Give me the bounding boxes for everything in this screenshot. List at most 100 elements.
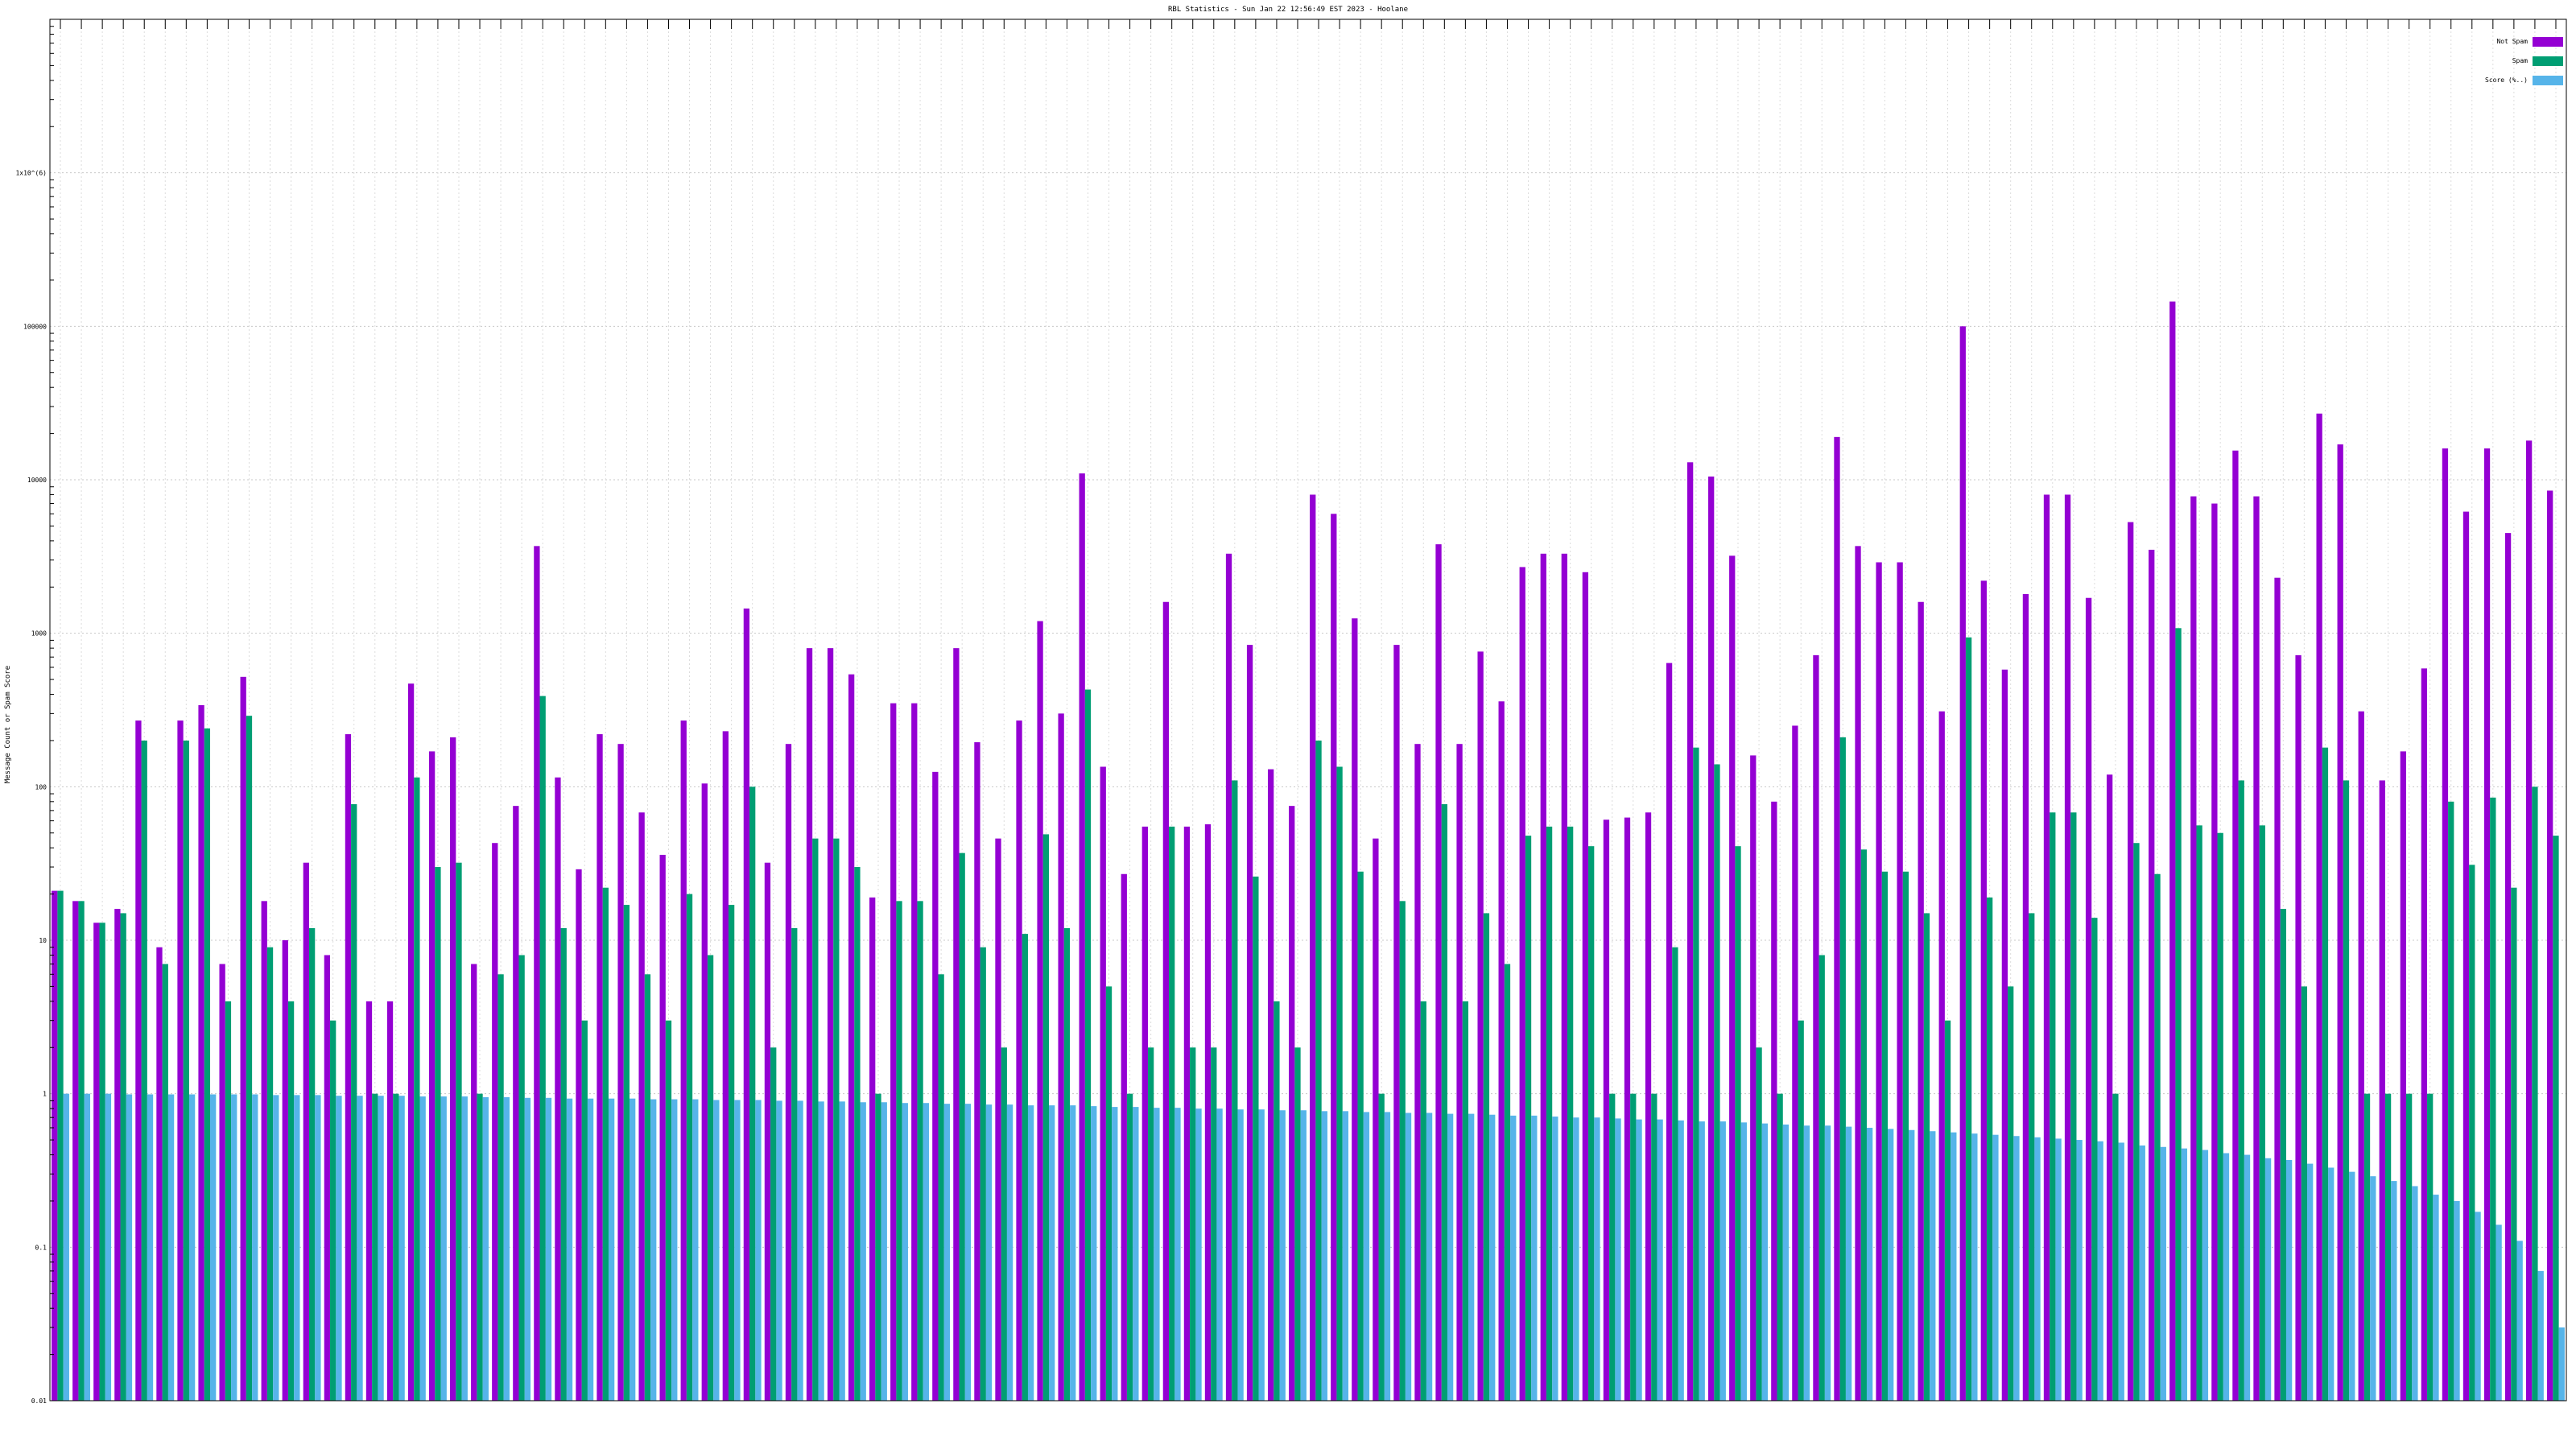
bar-score-18 [440, 1096, 447, 1401]
bar-spam-12 [308, 927, 316, 1401]
bar-score-82 [1782, 1124, 1790, 1401]
bar-score-103 [2223, 1153, 2230, 1401]
bar-spam-85 [1839, 737, 1846, 1401]
bar-score-37 [839, 1101, 845, 1401]
bar-score-63 [1384, 1112, 1391, 1401]
bar-score-81 [1761, 1123, 1769, 1401]
bar-spam-30 [686, 894, 693, 1401]
bar-score-57 [1258, 1109, 1265, 1401]
bar-not-51 [1121, 873, 1127, 1401]
bar-score-27 [630, 1098, 636, 1401]
bar-spam-40 [896, 901, 902, 1401]
bar-spam-112 [2405, 1093, 2413, 1401]
bar-spam-54 [1190, 1047, 1196, 1401]
bar-score-10 [273, 1095, 279, 1401]
bar-not-111 [2379, 780, 2385, 1401]
bar-score-76 [1657, 1119, 1663, 1401]
bar-spam-57 [1253, 876, 1259, 1401]
bar-not-65 [1414, 744, 1421, 1401]
bar-not-34 [764, 862, 771, 1401]
legend-swatch [2533, 76, 2563, 85]
y-tick-label: 1 [43, 1091, 47, 1098]
bar-not-113 [2421, 668, 2428, 1401]
bar-spam-78 [1693, 747, 1699, 1401]
bar-not-41 [911, 703, 918, 1401]
bar-spam-27 [623, 905, 630, 1401]
y-axis-label: Message Count or Spam Score [4, 666, 12, 783]
bar-score-51 [1133, 1107, 1139, 1401]
bar-spam-4 [141, 740, 147, 1401]
bar-spam-35 [791, 927, 798, 1401]
bar-score-32 [734, 1100, 741, 1401]
legend: Not Spam Spam Score (%..) [2485, 37, 2563, 85]
bar-score-114 [2454, 1200, 2460, 1401]
bar-spam-68 [1483, 913, 1490, 1401]
bar-not-100 [2149, 549, 2155, 1401]
bar-spam-13 [330, 1020, 336, 1401]
bar-spam-102 [2196, 825, 2202, 1401]
bar-not-53 [1162, 601, 1170, 1401]
bar-spam-43 [959, 852, 965, 1401]
bar-not-94 [2022, 593, 2029, 1401]
bar-score-85 [1845, 1126, 1852, 1401]
bar-spam-24 [560, 927, 567, 1401]
bar-spam-10 [266, 947, 274, 1401]
bar-not-18 [428, 751, 436, 1401]
bar-not-22 [513, 806, 519, 1401]
bar-score-29 [671, 1099, 678, 1401]
bar-score-53 [1174, 1108, 1181, 1401]
bar-spam-60 [1315, 740, 1322, 1401]
bar-spam-104 [2238, 780, 2244, 1401]
chart-title: RBL Statistics - Sun Jan 22 12:56:49 EST… [1168, 6, 1408, 14]
bar-spam-69 [1504, 964, 1511, 1401]
bar-spam-33 [749, 786, 756, 1401]
bar-score-59 [1300, 1110, 1307, 1401]
bar-not-29 [659, 854, 666, 1401]
bar-not-76 [1645, 812, 1652, 1401]
bar-not-40 [890, 703, 897, 1401]
bar-not-63 [1373, 838, 1379, 1401]
bar-score-107 [2307, 1163, 2314, 1401]
bar-spam-72 [1567, 826, 1574, 1401]
bar-score-68 [1489, 1114, 1496, 1401]
bar-not-56 [1225, 553, 1232, 1401]
bar-spam-67 [1462, 1001, 1469, 1401]
bar-not-31 [701, 783, 708, 1401]
bar-not-109 [2337, 444, 2343, 1402]
bar-score-99 [2139, 1145, 2145, 1401]
bar-spam-118 [2532, 786, 2538, 1401]
bar-not-58 [1267, 769, 1274, 1401]
bar-score-7 [210, 1094, 217, 1401]
bar-not-64 [1393, 645, 1400, 1401]
bar-score-20 [482, 1096, 489, 1401]
bar-not-11 [282, 940, 288, 1401]
bar-score-98 [2118, 1142, 2124, 1401]
bar-score-79 [1719, 1121, 1726, 1401]
bar-not-50 [1100, 766, 1106, 1401]
bar-score-110 [2370, 1176, 2376, 1401]
bar-score-54 [1195, 1108, 1202, 1401]
bar-score-101 [2181, 1148, 2188, 1401]
bar-not-16 [386, 1001, 394, 1401]
bar-score-23 [545, 1097, 552, 1401]
bar-score-6 [188, 1094, 196, 1401]
bar-not-62 [1352, 618, 1358, 1401]
bar-not-80 [1729, 555, 1736, 1402]
bar-score-22 [524, 1097, 531, 1401]
bar-score-61 [1342, 1111, 1349, 1401]
bar-score-91 [1971, 1133, 1978, 1401]
bar-spam-108 [2322, 747, 2329, 1401]
bar-not-106 [2274, 577, 2281, 1401]
bar-not-25 [576, 869, 582, 1401]
bar-spam-50 [1105, 986, 1113, 1401]
bar-score-116 [2496, 1224, 2502, 1401]
bar-spam-61 [1336, 766, 1343, 1401]
bar-score-111 [2391, 1181, 2397, 1401]
bar-spam-88 [1902, 871, 1909, 1401]
bar-score-74 [1615, 1118, 1621, 1401]
bar-spam-3 [120, 913, 126, 1401]
bar-not-14 [345, 734, 352, 1401]
bar-score-49 [1091, 1106, 1097, 1401]
bar-not-19 [450, 737, 456, 1401]
bar-score-17 [419, 1096, 426, 1401]
